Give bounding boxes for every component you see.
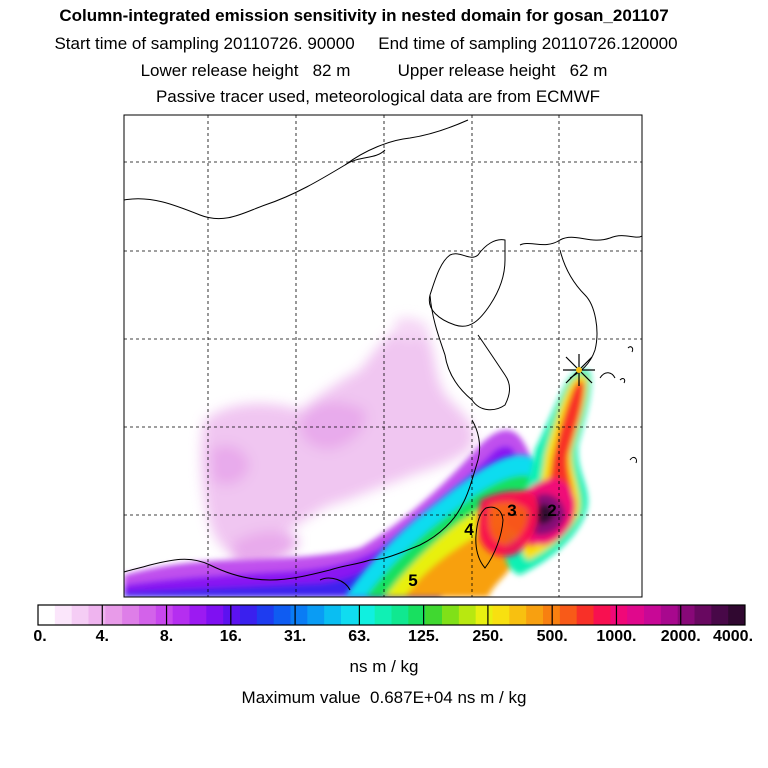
contour-label: 5 <box>408 571 417 590</box>
colorbar-tick-label: 2000. <box>660 628 701 645</box>
colorbar-swatch <box>88 605 106 625</box>
coastlines <box>124 119 642 591</box>
colorbar-swatch <box>526 605 544 625</box>
colorbar-tick-label: 125. <box>408 628 440 645</box>
contour-label: 2 <box>547 501 556 520</box>
colorbar-swatch <box>122 605 140 625</box>
colorbar-tick-label: 0. <box>33 628 47 645</box>
colorbar-swatch <box>711 605 729 625</box>
map-frame <box>123 114 643 598</box>
colorbar-swatch <box>576 605 594 625</box>
colorbar-swatch <box>223 605 241 625</box>
colorbar-swatch <box>694 605 712 625</box>
colorbar-swatch <box>677 605 695 625</box>
colorbar-swatch <box>38 605 56 625</box>
colorbar-swatch <box>509 605 527 625</box>
colorbar-swatch <box>627 605 645 625</box>
colorbar-swatch <box>307 605 325 625</box>
colorbar-swatch <box>189 605 207 625</box>
colorbar-tick-label: 16. <box>219 628 242 645</box>
colorbar-swatch <box>475 605 493 625</box>
colorbar-swatch <box>290 605 308 625</box>
colorbar-swatch <box>240 605 258 625</box>
colorbar-tick-label: 8. <box>159 628 174 645</box>
colorbar-tick-label: 1000. <box>596 628 637 645</box>
colorbar-swatch <box>374 605 392 625</box>
colorbar-swatch <box>408 605 426 625</box>
colorbar-swatch <box>391 605 409 625</box>
colorbar-swatch <box>660 605 679 625</box>
colorbar-swatch <box>324 605 342 625</box>
colorbar-tick-label: 4000. <box>712 628 754 645</box>
colorbar-swatch <box>728 605 746 625</box>
colorbar-swatch <box>341 605 359 625</box>
colorbar-swatch <box>206 605 224 625</box>
sensitivity-field <box>124 115 642 597</box>
release-site-marker-icon <box>563 354 595 386</box>
plot-title: Column-integrated emission sensitivity i… <box>59 6 669 25</box>
colorbar-swatch <box>105 605 123 625</box>
colorbar-swatch <box>256 605 275 625</box>
colorbar-swatch <box>139 605 157 625</box>
colorbar <box>37 604 746 626</box>
contour-label: 3 <box>507 501 516 520</box>
tracer-info-line: Passive tracer used, meteorological data… <box>155 87 601 106</box>
colorbar-swatch <box>644 605 662 625</box>
contour-label: 4 <box>464 520 474 539</box>
colorbar-tick-label: 31. <box>283 628 307 645</box>
colorbar-swatch <box>559 605 578 625</box>
colorbar-swatch <box>357 605 376 625</box>
colorbar-swatch <box>425 605 443 625</box>
colorbar-units: ns m / kg <box>349 657 419 676</box>
colorbar-swatch <box>442 605 460 625</box>
colorbar-swatch <box>54 605 73 625</box>
graticule <box>124 115 642 597</box>
colorbar-swatch <box>593 605 611 625</box>
colorbar-swatch <box>71 605 89 625</box>
colorbar-tick-label: 250. <box>472 628 504 645</box>
colorbar-tick-label: 4. <box>95 628 109 645</box>
colorbar-outline <box>37 604 746 626</box>
colorbar-swatch <box>610 605 628 625</box>
colorbar-tick-label: 63. <box>348 628 371 645</box>
colorbar-swatch <box>155 605 174 625</box>
sampling-time-line: Start time of sampling 20110726. 90000 E… <box>54 34 678 53</box>
release-height-line: Lower release height 82 m Upper release … <box>140 61 608 80</box>
colorbar-swatch <box>458 605 477 625</box>
maximum-value: Maximum value 0.687E+04 ns m / kg <box>241 688 527 707</box>
colorbar-swatch <box>492 605 510 625</box>
colorbar-swatch <box>172 605 190 625</box>
colorbar-swatch <box>273 605 291 625</box>
colorbar-tick-label: 500. <box>536 628 568 645</box>
